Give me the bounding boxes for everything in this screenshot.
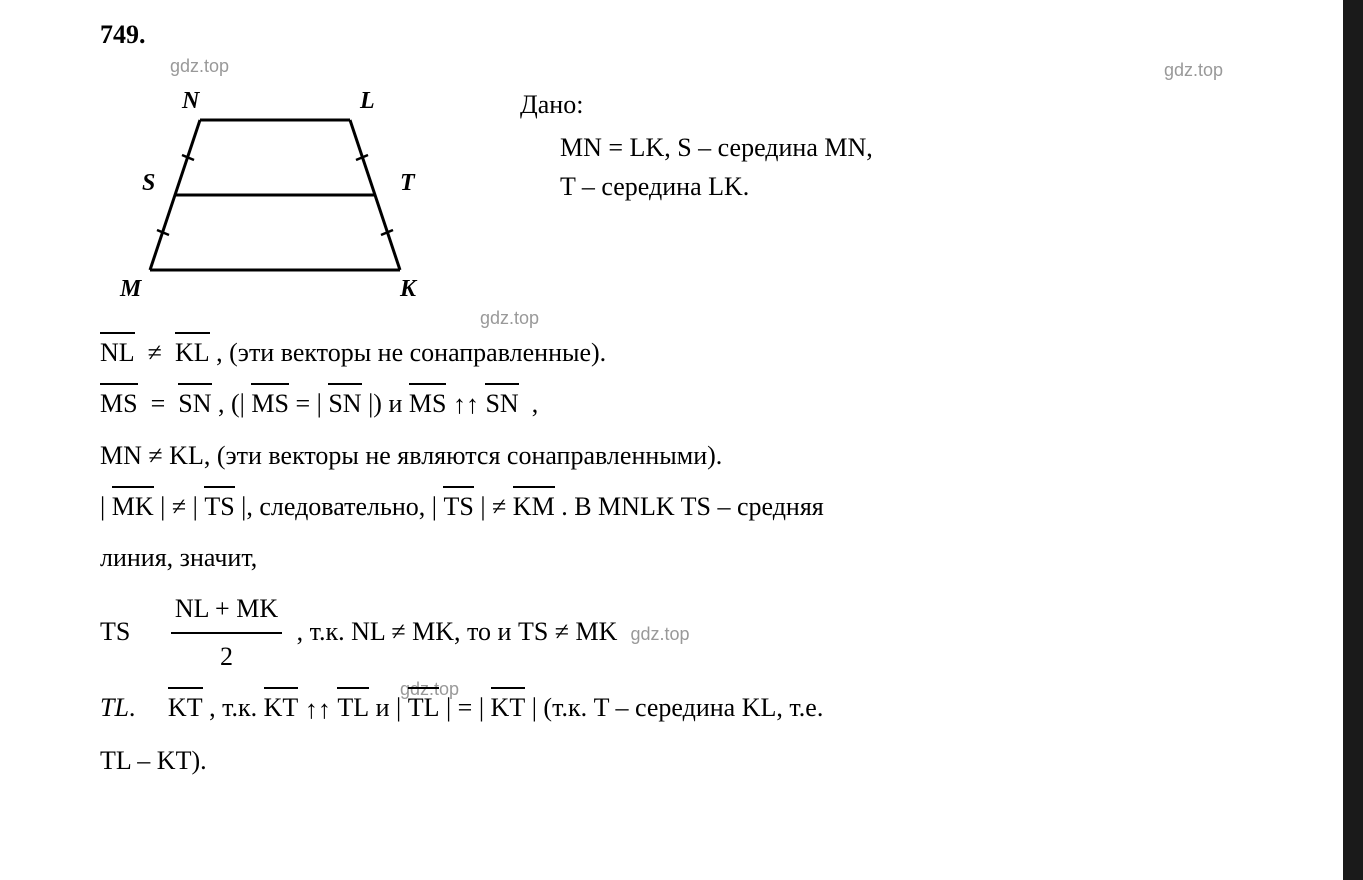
solution-line-7: TL. KT , т.к. KT ↑↑ TL и | TL | = | KT |… (100, 685, 1263, 733)
solution-line-2: MS = SN , (| MS = | SN |) и MS ↑↑ SN , (100, 381, 1263, 429)
sol2-mid3: |) и (368, 389, 409, 418)
sol4-t1: | ≠ | (160, 492, 204, 521)
codirectional-icon-2: ↑↑ (305, 687, 331, 734)
solution-line-1: NL ≠ KL , (эти векторы не сонаправленные… (100, 330, 1263, 377)
vec-sn-3: SN (485, 381, 518, 428)
vec-ms-3: MS (409, 381, 447, 428)
sol6-text: , т.к. NL ≠ MK, то и TS ≠ MK (297, 616, 618, 645)
solution-line-5: линия, значит, (100, 535, 1263, 582)
solution-line-4: | MK | ≠ | TS |, следовательно, | TS | ≠… (100, 484, 1263, 531)
top-section: gdz.top N L S T M K gdz.top Дано: MN = L… (100, 70, 1263, 310)
solution-line-3: MN ≠ KL, (эти векторы не являются сонапр… (100, 433, 1263, 480)
sol7-t4: | (т.к. T – середина KL, т.е. (532, 693, 824, 722)
sol7-t2: и | (376, 693, 402, 722)
vertex-n: N (182, 88, 199, 115)
watermark-given: gdz.top (1164, 60, 1223, 81)
vec-mk: MK (112, 484, 154, 531)
vertex-k: K (400, 276, 416, 303)
vec-ms-2: MS (251, 381, 289, 428)
ts-label: TS (100, 616, 130, 645)
codirectional-icon-1: ↑↑ (453, 382, 479, 429)
vec-sn-2: SN (328, 381, 361, 428)
given-line-1: MN = LK, S – середина MN, (560, 128, 1263, 167)
fraction-num: NL + MK (171, 586, 282, 635)
sol4-t2: |, следовательно, | (241, 492, 443, 521)
given-line-2: T – середина LK. (560, 167, 1263, 206)
vec-ts-2: TS (443, 484, 473, 531)
watermark-mid1: gdz.top (480, 308, 539, 329)
problem-number: 749. (100, 20, 1263, 50)
vec-kt-2: KT (264, 685, 299, 732)
solution-line-6: TS NL + MK 2 , т.к. NL ≠ MK, то и TS ≠ M… (100, 586, 1263, 682)
watermark-diagram: gdz.top (170, 56, 229, 77)
vec-ts-1: TS (204, 484, 234, 531)
vec-tl-2: TL (408, 685, 440, 732)
given-label: Дано: (520, 90, 1263, 120)
vec-tl-1: TL (337, 685, 369, 732)
sol1-text: , (эти векторы не сонаправленные). (216, 338, 606, 367)
vertex-m: M (120, 276, 141, 303)
solution-line-8: TL – KT). (100, 738, 1263, 785)
watermark-mid2: gdz.top (630, 623, 689, 643)
sol2-mid2: = | (295, 389, 321, 418)
fraction: NL + MK 2 (171, 586, 282, 682)
sol7-t1: , т.к. (209, 693, 264, 722)
vec-sn-1: SN (178, 381, 211, 428)
tl-label: TL (100, 693, 129, 722)
vec-km: KM (513, 484, 555, 531)
vertex-s: S (142, 170, 155, 197)
vec-ms-1: MS (100, 381, 138, 428)
right-edge-bar (1343, 0, 1363, 880)
trapezoid-diagram: gdz.top N L S T M K (100, 70, 440, 310)
given-section: gdz.top Дано: MN = LK, S – середина MN, … (520, 70, 1263, 206)
sol4-t3: | ≠ (480, 492, 512, 521)
vertex-l: L (360, 88, 375, 115)
sol2-mid1: , (| (218, 389, 245, 418)
vertex-t: T (400, 170, 415, 197)
vec-kt-3: KT (491, 685, 526, 732)
sol4-t4: . В MNLK TS – средняя (561, 492, 824, 521)
vec-kl: KL (175, 330, 210, 377)
vec-kt-1: KT (168, 685, 203, 732)
fraction-den: 2 (171, 634, 282, 681)
vec-nl: NL (100, 330, 135, 377)
